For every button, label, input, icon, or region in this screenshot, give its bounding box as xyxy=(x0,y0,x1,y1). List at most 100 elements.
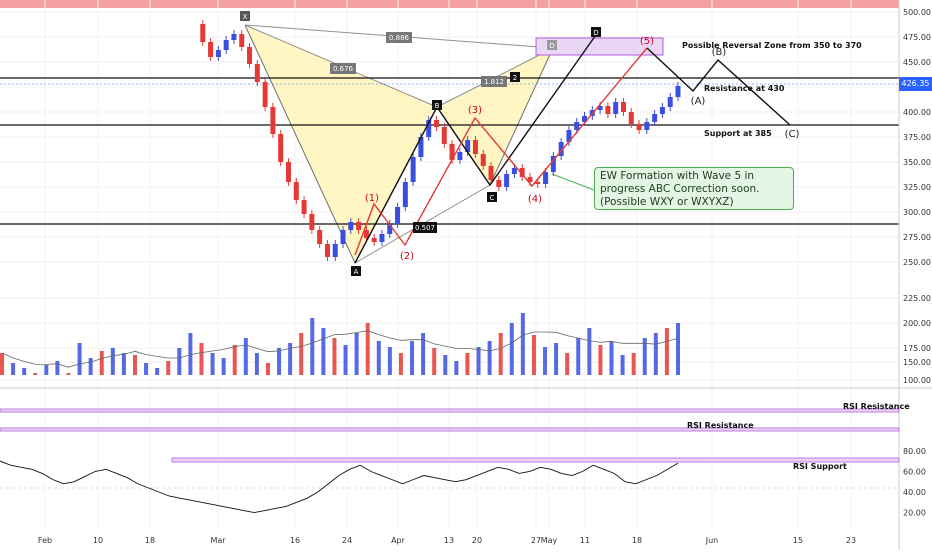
volume-bar xyxy=(277,348,282,375)
volume-bar xyxy=(664,328,669,375)
candle-body xyxy=(395,207,401,224)
price-tick-label: 275.00 xyxy=(903,233,931,242)
volume-bar xyxy=(410,341,415,375)
elliott-wave-red xyxy=(354,47,648,256)
volume-bar xyxy=(609,341,614,375)
candle-body xyxy=(652,114,658,122)
volume-bar xyxy=(310,318,315,375)
elliott-wave-black xyxy=(354,31,599,264)
time-tick-label: Apr xyxy=(391,536,406,545)
volume-bar xyxy=(432,348,437,375)
candle-body xyxy=(231,34,237,40)
ew-callout: EW Formation with Wave 5 in progress ABC… xyxy=(594,167,794,210)
volume-bar xyxy=(421,333,426,375)
candle-body xyxy=(348,222,354,230)
candle-body xyxy=(200,24,206,42)
price-tick-label: 475.00 xyxy=(903,33,931,42)
volume-bar xyxy=(177,348,182,375)
volume-bar xyxy=(676,323,680,375)
rsi-support-label: RSI Support xyxy=(793,462,847,471)
volume-bar xyxy=(121,353,126,375)
volume-bar xyxy=(354,333,359,375)
candle-body xyxy=(675,86,681,97)
candle-body xyxy=(644,122,650,130)
volume-bar xyxy=(254,353,259,375)
time-tick-label: 16 xyxy=(290,536,300,545)
rsi-resistance-label-upper: RSI Resistance xyxy=(843,402,910,411)
projection-label-b: (B) xyxy=(712,47,727,58)
candle-body xyxy=(496,180,502,187)
ratio-marker-2: 2 xyxy=(510,72,520,82)
volume-bar xyxy=(0,353,4,375)
price-tick-label: 400.00 xyxy=(903,108,931,117)
volume-bar xyxy=(487,341,492,375)
candle-body xyxy=(504,174,510,187)
candle-body xyxy=(371,238,377,242)
candle-body xyxy=(247,47,253,64)
volume-bar xyxy=(642,338,647,375)
candle-body xyxy=(582,116,588,122)
candle-body xyxy=(332,244,338,257)
candle-body xyxy=(558,142,564,156)
candle-body xyxy=(636,124,642,130)
candle-body xyxy=(659,107,665,114)
volume-bar xyxy=(321,328,326,375)
callout-connector xyxy=(551,173,595,191)
volume-bar xyxy=(531,335,536,375)
wave-label-1: (1) xyxy=(365,193,379,204)
candle-body xyxy=(418,137,424,157)
volume-bar xyxy=(155,368,160,375)
svg-text:0.507: 0.507 xyxy=(415,224,435,232)
candle-body xyxy=(511,168,517,174)
harmonic-point-b: B xyxy=(432,100,442,110)
svg-text:0.676: 0.676 xyxy=(333,65,354,73)
volume-bar xyxy=(476,347,481,375)
reversal-zone-label: Possible Reversal Zone from 350 to 370 xyxy=(682,41,862,50)
candle-body xyxy=(301,200,307,214)
candle-body xyxy=(317,230,323,244)
rsi-resistance-label: RSI Resistance xyxy=(687,421,754,430)
svg-text:A: A xyxy=(354,268,359,276)
time-tick-label: Feb xyxy=(38,536,52,545)
candle-body xyxy=(472,140,478,154)
rsi-tick-label: 20.00 xyxy=(903,509,926,518)
ratio-label-0676: 0.676 xyxy=(330,63,356,74)
volume-bar xyxy=(77,343,82,375)
wave-label-3: (3) xyxy=(468,105,482,116)
projection-label-c: (C) xyxy=(785,129,800,140)
time-tick-label: 18 xyxy=(632,536,642,545)
rsi-resistance-band-lower xyxy=(0,427,900,432)
svg-text:X: X xyxy=(243,13,248,21)
volume-bar xyxy=(55,361,60,375)
volume-bar xyxy=(44,365,49,375)
candle-body xyxy=(278,134,284,162)
candle-body xyxy=(208,42,214,57)
volume-bar xyxy=(398,353,403,375)
abc-projection xyxy=(646,47,791,126)
volume-bar xyxy=(221,358,226,375)
svg-text:D: D xyxy=(549,42,554,50)
time-tick-label: 20 xyxy=(472,536,482,545)
candle-body xyxy=(613,102,619,114)
price-tick-label: 175.00 xyxy=(903,344,931,353)
volume-bar xyxy=(265,363,270,375)
volume-bar xyxy=(520,313,525,375)
volume-bar xyxy=(299,333,304,375)
rsi-resistance-band-upper xyxy=(0,408,900,413)
time-tick-label: 24 xyxy=(342,536,352,545)
svg-text:1.812: 1.812 xyxy=(484,78,504,86)
price-tick-label: 350.00 xyxy=(903,158,931,167)
volume-bar xyxy=(332,338,337,375)
time-tick-label: 15 xyxy=(793,536,803,545)
candle-body xyxy=(597,106,603,110)
candle-body xyxy=(410,157,416,182)
svg-text:D: D xyxy=(593,29,598,37)
volume-bar xyxy=(210,353,215,375)
current-price-tag: 426.35 xyxy=(899,77,932,91)
price-tick-label: 250.00 xyxy=(903,258,931,267)
candle-body xyxy=(434,120,439,127)
candle-body xyxy=(543,172,549,184)
volume-bar xyxy=(653,333,658,375)
candle-body xyxy=(449,144,455,160)
